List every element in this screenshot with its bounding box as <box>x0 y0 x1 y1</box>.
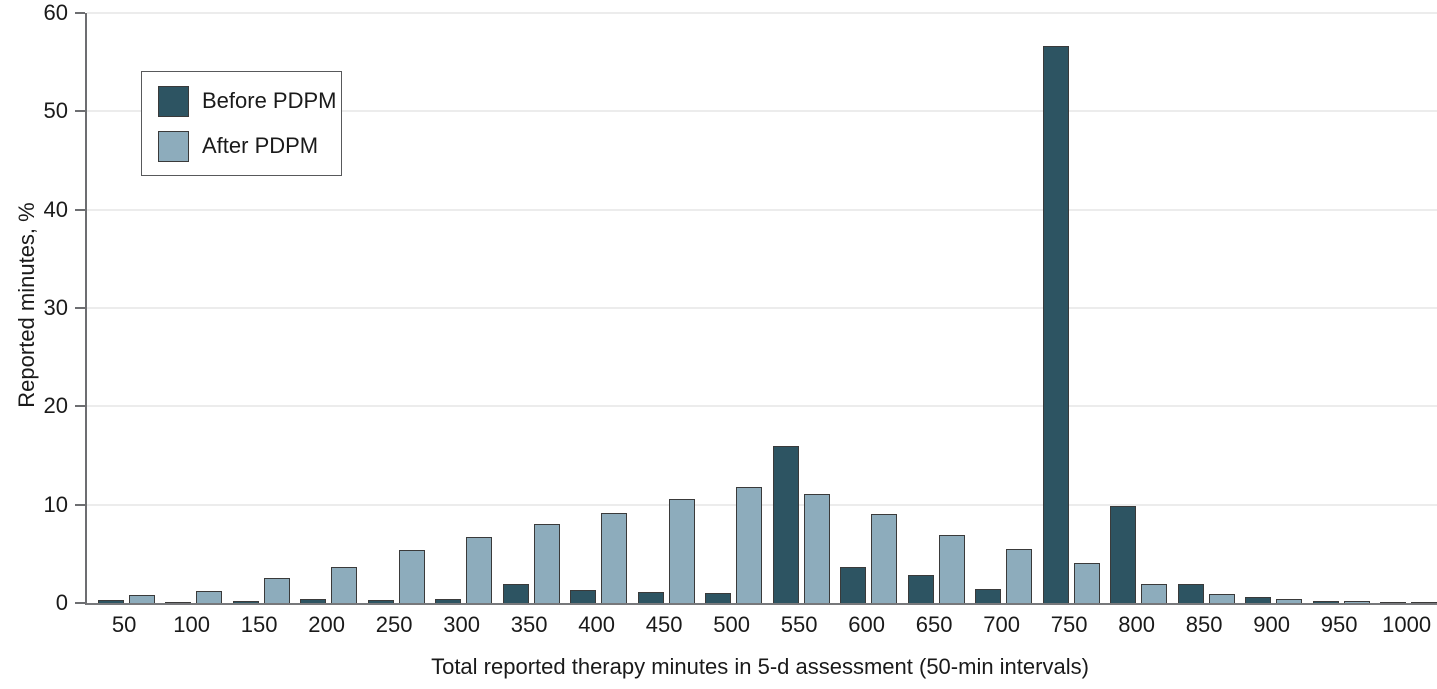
bars-layer <box>87 13 1437 603</box>
legend-label-after-pdpm: After PDPM <box>202 133 319 158</box>
bar-before-pdpm-650 <box>907 575 934 603</box>
x-tick-label-750: 750 <box>1050 612 1088 637</box>
y-tick-label-20: 20 <box>43 393 68 419</box>
bar-after-pdpm-800 <box>1141 584 1168 603</box>
legend-label-before-pdpm: Before PDPM <box>202 88 337 113</box>
bar-before-pdpm-150 <box>232 600 259 603</box>
bar-before-pdpm-700 <box>975 589 1002 603</box>
x-tick-label-600: 600 <box>848 612 885 637</box>
bar-after-pdpm-250 <box>398 549 425 603</box>
bar-after-pdpm-550 <box>803 493 830 603</box>
legend-swatch-before-pdpm-icon <box>158 85 189 117</box>
plot-area <box>85 12 1437 605</box>
x-tick-label-800: 800 <box>1118 612 1155 637</box>
bar-after-pdpm-750 <box>1073 562 1100 603</box>
bar-before-pdpm-200 <box>300 599 327 603</box>
x-tick-label-450: 450 <box>645 612 683 637</box>
bar-before-pdpm-450 <box>637 592 664 603</box>
bar-after-pdpm-1000 <box>1411 601 1437 603</box>
x-tick-label-500: 500 <box>713 612 750 637</box>
y-tick-mark-60 <box>75 12 85 14</box>
bar-after-pdpm-600 <box>871 513 898 603</box>
y-tick-mark-10 <box>75 503 85 506</box>
bar-before-pdpm-850 <box>1177 584 1204 603</box>
x-tick-label-400: 400 <box>578 612 615 637</box>
y-tick-label-50: 50 <box>43 98 68 124</box>
x-tick-label-700: 700 <box>983 612 1020 637</box>
y-tick-mark-0 <box>75 602 85 604</box>
bar-after-pdpm-950 <box>1343 601 1370 603</box>
bar-before-pdpm-950 <box>1312 600 1339 603</box>
y-tick-mark-30 <box>75 307 85 309</box>
gridline-20 <box>87 405 1437 408</box>
gridline-40 <box>87 208 1437 211</box>
bar-before-pdpm-50 <box>97 600 124 603</box>
y-tick-mark-20 <box>75 405 85 408</box>
gridline-50 <box>87 110 1437 113</box>
y-tick-label-30: 30 <box>43 295 68 320</box>
bar-before-pdpm-100 <box>165 601 192 603</box>
x-axis-tick-labels: 50 100 150 200 250 300 350 400 450 500 550 600 650 70… <box>85 612 1435 642</box>
bar-after-pdpm-700 <box>1006 548 1033 603</box>
bar-before-pdpm-1000 <box>1380 601 1407 603</box>
bar-before-pdpm-550 <box>772 445 799 603</box>
y-tick-label-40: 40 <box>43 196 68 222</box>
legend-item-after-pdpm: After PDPM <box>158 130 341 162</box>
y-tick-mark-40 <box>75 208 85 211</box>
bar-after-pdpm-900 <box>1276 599 1303 603</box>
x-tick-label-300: 300 <box>443 612 480 637</box>
bar-after-pdpm-400 <box>601 512 628 603</box>
bar-before-pdpm-800 <box>1110 505 1137 603</box>
gridline-60 <box>87 12 1437 14</box>
bar-after-pdpm-350 <box>533 524 560 603</box>
x-tick-label-50: 50 <box>111 612 137 637</box>
bar-after-pdpm-50 <box>128 595 155 603</box>
legend-swatch-after-pdpm-icon <box>158 130 189 162</box>
bar-before-pdpm-900 <box>1245 597 1272 603</box>
y-tick-label-10: 10 <box>43 491 68 517</box>
bar-after-pdpm-650 <box>938 535 965 603</box>
bar-after-pdpm-200 <box>331 566 358 603</box>
y-tick-label-60: 60 <box>43 0 68 25</box>
x-axis-title: Total reported therapy minutes in 5-d as… <box>431 654 1089 679</box>
bar-after-pdpm-150 <box>263 578 290 603</box>
gridline-30 <box>87 307 1437 309</box>
x-tick-label-100: 100 <box>173 612 210 637</box>
x-tick-label-950: 950 <box>1320 612 1358 637</box>
x-tick-label-1000: 1000 <box>1382 612 1432 637</box>
bar-before-pdpm-350 <box>502 584 529 603</box>
bar-before-pdpm-600 <box>840 566 867 603</box>
x-tick-label-150: 150 <box>240 612 278 637</box>
legend-item-before-pdpm: Before PDPM <box>158 85 341 117</box>
x-tick-label-250: 250 <box>375 612 413 637</box>
x-tick-label-550: 550 <box>780 612 818 637</box>
y-tick-label-0: 0 <box>55 590 68 615</box>
x-tick-label-200: 200 <box>308 612 345 637</box>
bar-after-pdpm-300 <box>466 537 493 603</box>
y-tick-mark-50 <box>75 110 85 113</box>
x-tick-label-350: 350 <box>510 612 548 637</box>
bar-before-pdpm-250 <box>367 600 394 603</box>
bar-before-pdpm-500 <box>705 593 732 603</box>
x-tick-label-900: 900 <box>1253 612 1290 637</box>
x-tick-label-850: 850 <box>1185 612 1223 637</box>
bar-after-pdpm-500 <box>736 486 763 603</box>
bar-before-pdpm-750 <box>1042 46 1069 603</box>
bar-after-pdpm-450 <box>668 498 695 603</box>
bar-before-pdpm-400 <box>570 590 597 603</box>
x-tick-label-650: 650 <box>915 612 953 637</box>
legend: Before PDPM After PDPM <box>141 71 342 176</box>
bar-after-pdpm-850 <box>1208 594 1235 603</box>
bar-after-pdpm-100 <box>196 591 223 603</box>
bar-before-pdpm-300 <box>435 599 462 603</box>
